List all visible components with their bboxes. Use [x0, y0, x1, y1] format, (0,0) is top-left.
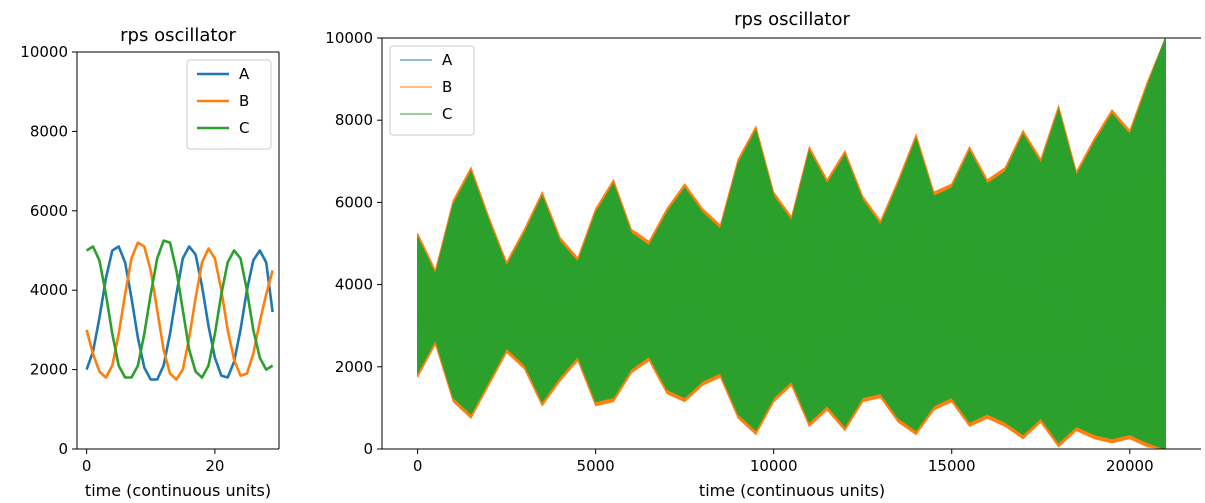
y-tick-label: 6000 — [30, 202, 68, 220]
legend-frame — [389, 45, 475, 136]
y-tick-label: 10000 — [20, 43, 68, 61]
left-chart: rps oscillator 0 2000 4000 6000 8000 10000 0 20… — [20, 25, 280, 500]
left-chart-legend: ABC — [186, 59, 272, 150]
y-tick-label: 0 — [363, 440, 373, 458]
y-tick-label: 0 — [58, 440, 68, 458]
x-tick-label: 20000 — [1106, 457, 1154, 475]
legend-label-b: B — [239, 92, 249, 110]
left-chart-axes: 0 2000 4000 6000 8000 10000 0 20 — [20, 43, 280, 475]
y-tick-label: 8000 — [335, 111, 373, 129]
series-c-line — [85, 239, 274, 379]
y-tick-label: 2000 — [30, 361, 68, 379]
x-tick-label: 15000 — [928, 457, 976, 475]
right-chart-lines — [417, 37, 1166, 450]
x-tick-label: 0 — [82, 457, 92, 475]
y-tick-label: 2000 — [335, 358, 373, 376]
y-tick-label: 4000 — [30, 281, 68, 299]
series-b-trace — [417, 37, 1166, 449]
legend-label-c: C — [239, 119, 249, 137]
y-tick-label: 4000 — [335, 276, 373, 294]
right-chart: rps oscillator 0 2000 4000 6000 8000 10000 0 50… — [325, 9, 1201, 500]
legend-label-c: C — [442, 105, 452, 123]
y-tick-label: 10000 — [325, 29, 373, 47]
y-tick-label: 8000 — [30, 122, 68, 140]
x-tick-label: 5000 — [577, 457, 615, 475]
x-tick-label: 20 — [205, 457, 224, 475]
legend-label-a: A — [442, 51, 453, 69]
x-tick-label: 0 — [413, 457, 423, 475]
series-b-line — [85, 241, 274, 381]
y-tick-label: 6000 — [335, 193, 373, 211]
left-chart-xlabel: time (continuous units) — [85, 481, 271, 500]
right-chart-xlabel: time (continuous units) — [699, 481, 885, 500]
right-chart-axes: 0 2000 4000 6000 8000 10000 0 5000 10000 15000 200… — [325, 29, 1201, 475]
left-chart-title: rps oscillator — [120, 25, 236, 46]
right-chart-legend: ABC — [389, 45, 475, 136]
right-chart-title: rps oscillator — [734, 9, 850, 30]
series-c-trace — [417, 37, 1166, 449]
legend-label-a: A — [239, 65, 250, 83]
series-a-line — [85, 245, 274, 381]
legend-label-b: B — [442, 78, 452, 96]
x-tick-label: 10000 — [750, 457, 798, 475]
left-chart-lines — [85, 239, 274, 381]
